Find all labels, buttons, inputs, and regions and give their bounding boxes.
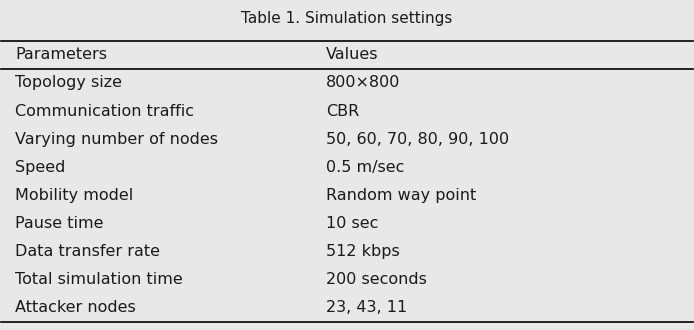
- Text: 200 seconds: 200 seconds: [326, 272, 427, 287]
- Text: Mobility model: Mobility model: [15, 188, 133, 203]
- Text: Pause time: Pause time: [15, 216, 103, 231]
- Text: Speed: Speed: [15, 160, 66, 175]
- Text: 23, 43, 11: 23, 43, 11: [326, 301, 407, 315]
- Text: Data transfer rate: Data transfer rate: [15, 244, 160, 259]
- Text: Topology size: Topology size: [15, 75, 122, 90]
- Text: 50, 60, 70, 80, 90, 100: 50, 60, 70, 80, 90, 100: [326, 132, 509, 147]
- Text: Communication traffic: Communication traffic: [15, 104, 194, 118]
- Text: Table 1. Simulation settings: Table 1. Simulation settings: [242, 11, 452, 26]
- Text: Parameters: Parameters: [15, 47, 107, 62]
- Text: Random way point: Random way point: [326, 188, 477, 203]
- Text: Attacker nodes: Attacker nodes: [15, 301, 136, 315]
- Text: 800×800: 800×800: [326, 75, 400, 90]
- Text: Varying number of nodes: Varying number of nodes: [15, 132, 218, 147]
- Text: Values: Values: [326, 47, 379, 62]
- Text: 10 sec: 10 sec: [326, 216, 379, 231]
- Text: Total simulation time: Total simulation time: [15, 272, 183, 287]
- Text: 0.5 m/sec: 0.5 m/sec: [326, 160, 405, 175]
- Text: CBR: CBR: [326, 104, 359, 118]
- Text: 512 kbps: 512 kbps: [326, 244, 400, 259]
